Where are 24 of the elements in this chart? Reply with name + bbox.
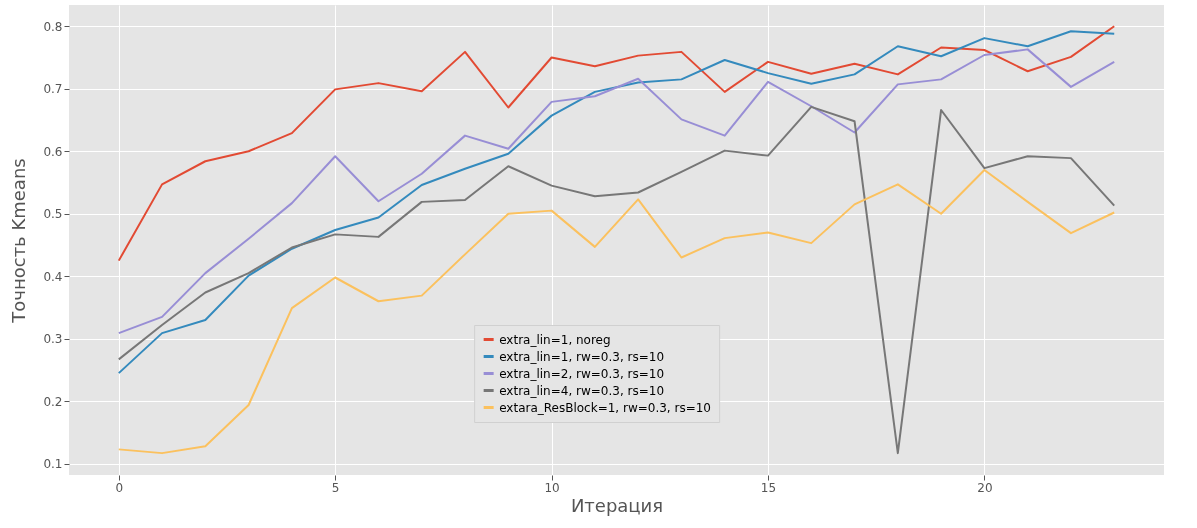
x-tick-label: 0 xyxy=(115,480,124,495)
y-tick-label: 0.5 xyxy=(43,207,63,222)
legend-label: extra_lin=2, rw=0.3, rs=10 xyxy=(499,366,665,381)
legend-label: extra_lin=1, noreg xyxy=(499,332,611,347)
line-series xyxy=(117,25,1116,262)
x-tick-label: 5 xyxy=(331,480,340,495)
y-tick-label: 0.3 xyxy=(43,332,63,347)
line-series xyxy=(117,169,1116,455)
y-tick-label: 0.6 xyxy=(43,144,63,159)
line-series xyxy=(117,105,1116,455)
x-axis-title: Итерация xyxy=(570,494,664,516)
x-tick-label: 15 xyxy=(760,480,777,495)
y-tick-label: 0.2 xyxy=(43,394,63,409)
x-tick-label: 10 xyxy=(544,480,560,495)
legend-label: extra_lin=4, rw=0.3, rs=10 xyxy=(499,383,665,398)
legend-label: extara_ResBlock=1, rw=0.3, rs=10 xyxy=(499,400,712,415)
line-series xyxy=(117,48,1116,335)
legend-label: extra_lin=1, rw=0.3, rs=10 xyxy=(499,349,665,364)
y-tick-label: 0.8 xyxy=(43,19,63,34)
y-tick-label: 0.1 xyxy=(43,457,63,472)
x-tick-label: 20 xyxy=(977,480,993,495)
y-axis-title: Точность Kmeans xyxy=(8,158,30,324)
y-tick-label: 0.4 xyxy=(43,269,63,284)
y-tick-label: 0.7 xyxy=(43,82,63,97)
